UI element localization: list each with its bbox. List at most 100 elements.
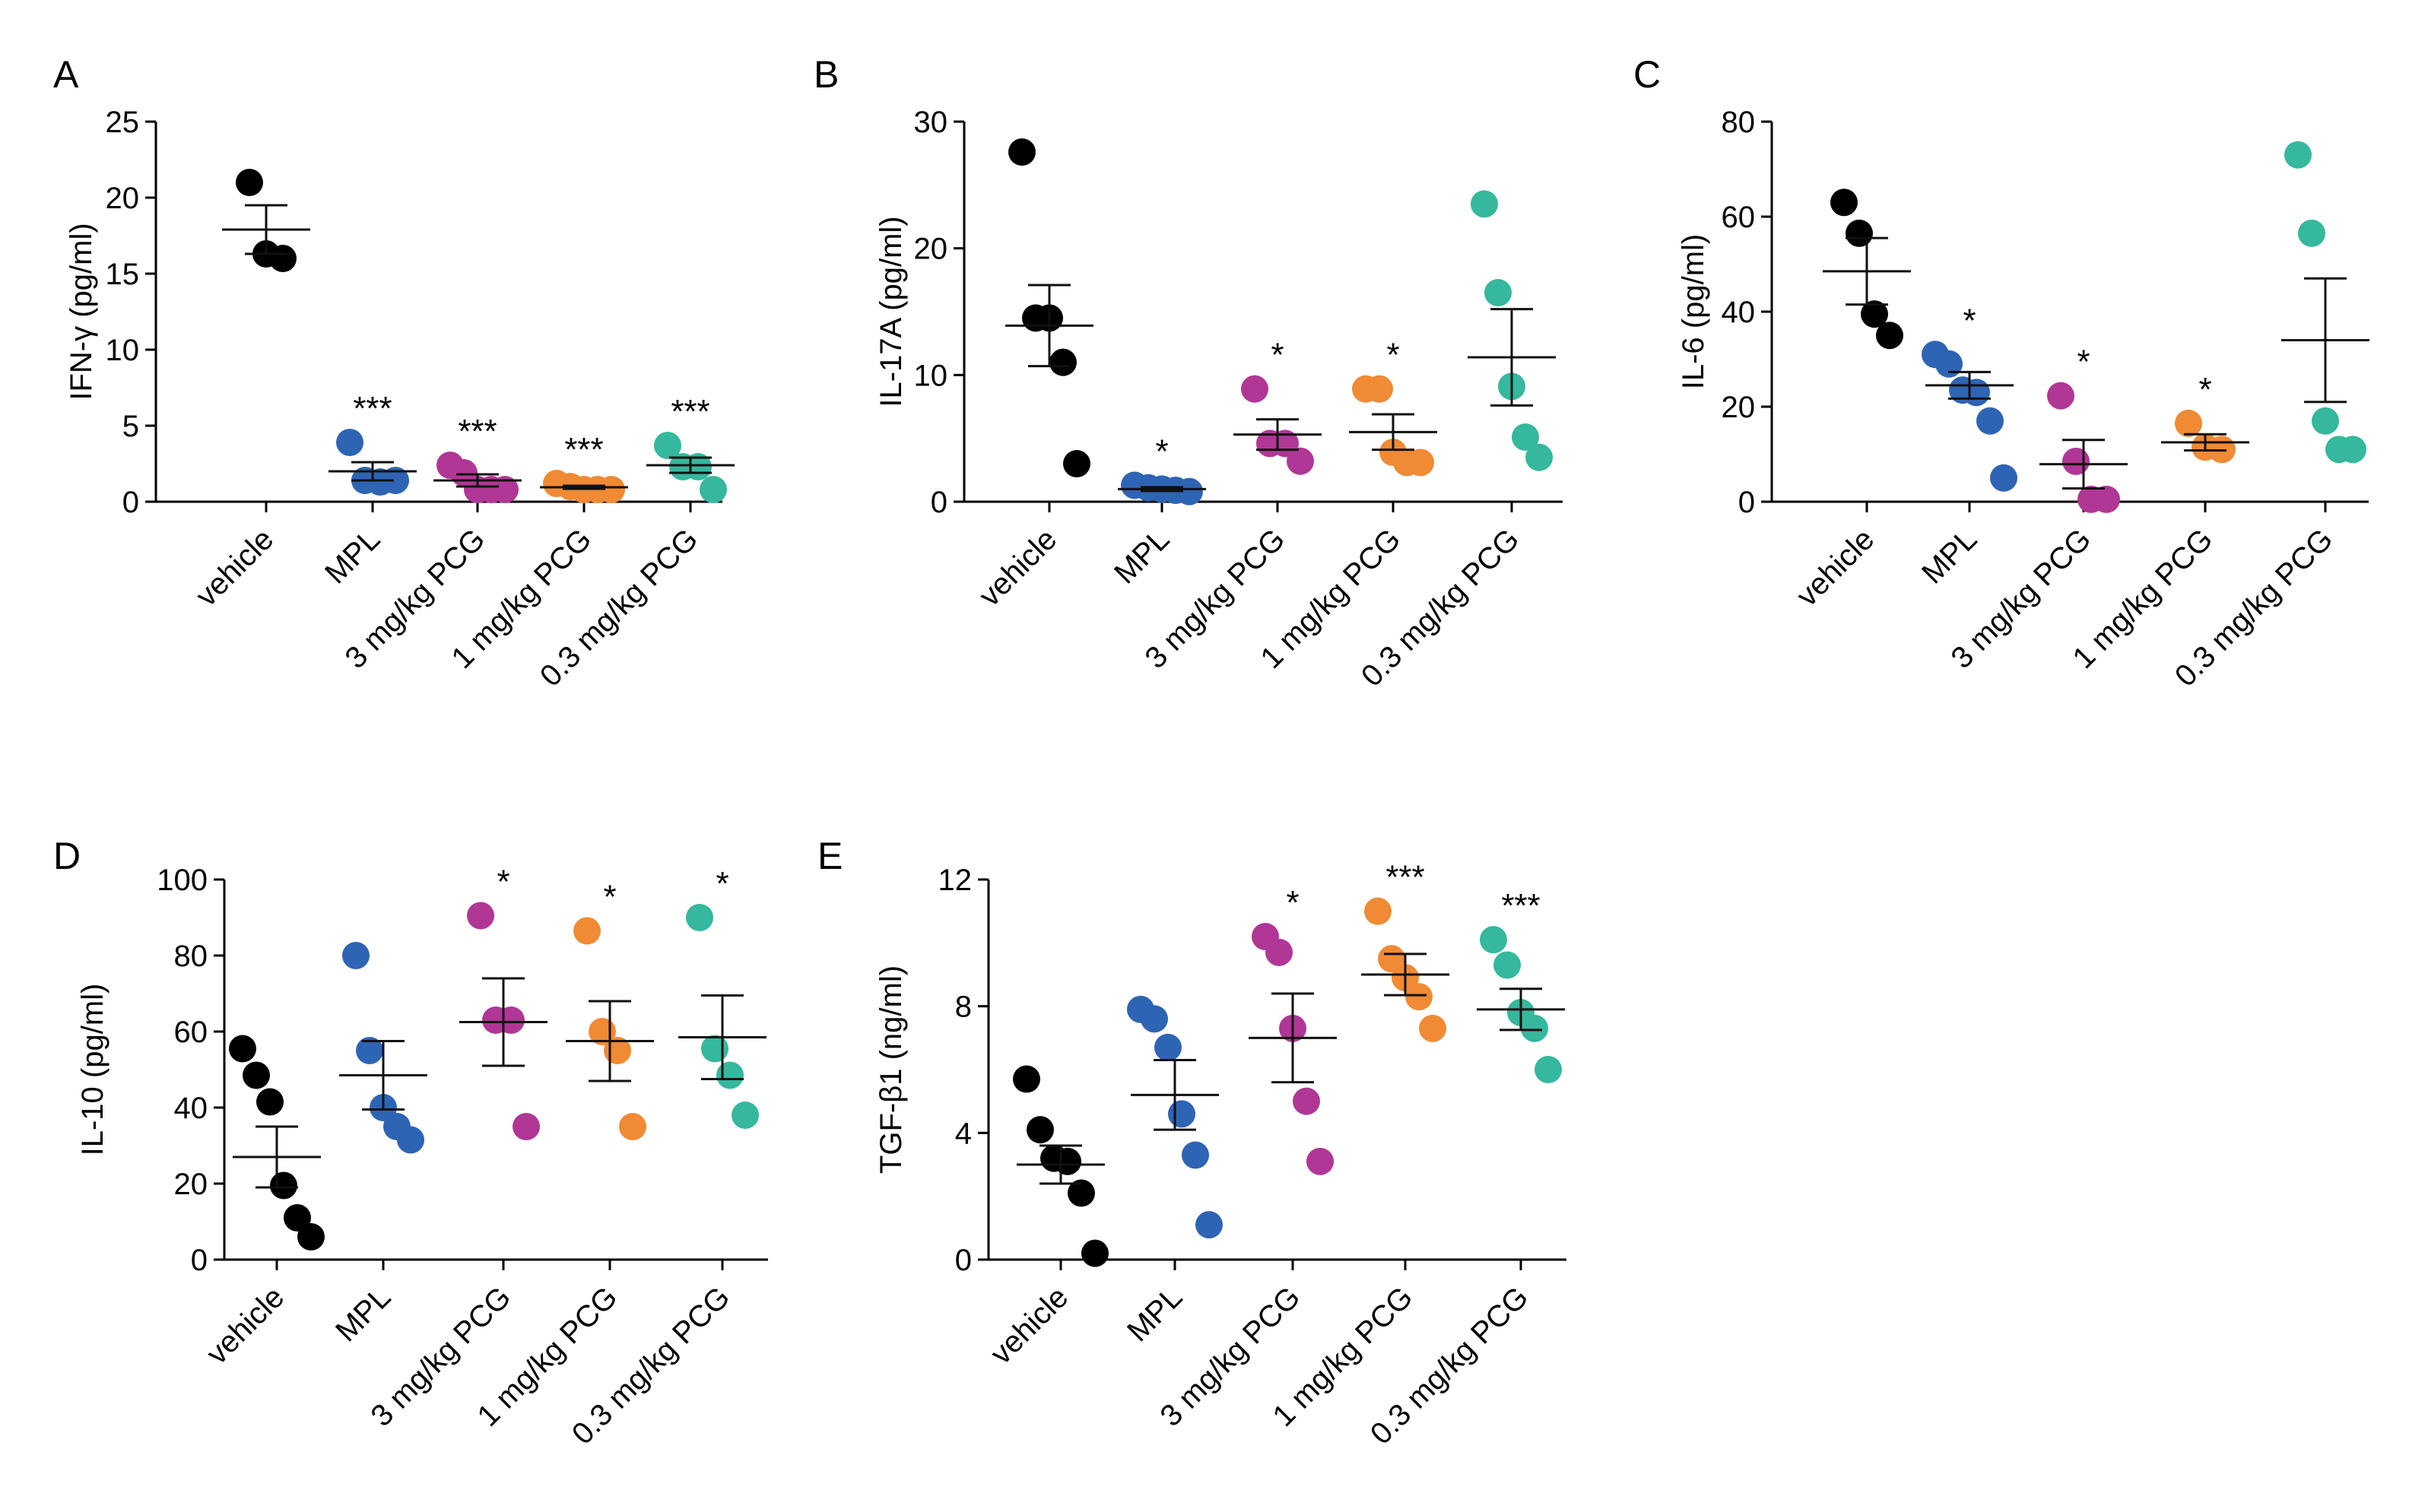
data-point bbox=[1063, 450, 1090, 477]
y-tick-label: 40 bbox=[174, 1092, 208, 1125]
data-point bbox=[2339, 436, 2366, 464]
data-point bbox=[2047, 382, 2074, 410]
data-point bbox=[1364, 897, 1392, 925]
x-tick-label: MPL bbox=[1121, 1280, 1189, 1348]
data-point bbox=[1471, 190, 1498, 218]
y-tick-label: 0 bbox=[122, 486, 139, 519]
panel-letter: B bbox=[814, 53, 839, 96]
y-tick-label: 10 bbox=[106, 334, 140, 367]
data-point bbox=[243, 1061, 270, 1089]
data-point bbox=[1049, 348, 1077, 376]
data-point bbox=[1963, 379, 1990, 407]
data-point bbox=[1976, 407, 2004, 435]
data-point bbox=[1407, 449, 1434, 477]
data-point bbox=[1182, 1141, 1209, 1169]
data-point bbox=[1861, 300, 1888, 328]
group-1: * bbox=[1922, 302, 2017, 492]
data-point bbox=[2062, 447, 2090, 475]
significance-label: * bbox=[497, 864, 509, 901]
data-point bbox=[1378, 945, 1405, 973]
y-tick-label: 4 bbox=[955, 1117, 972, 1150]
group-0 bbox=[1005, 138, 1093, 477]
group-0 bbox=[1013, 1065, 1109, 1267]
y-tick-label: 20 bbox=[174, 1168, 208, 1201]
y-tick-label: 20 bbox=[106, 182, 140, 215]
data-point bbox=[2284, 141, 2312, 169]
data-point bbox=[1525, 443, 1553, 471]
significance-label: *** bbox=[1385, 859, 1424, 896]
x-tick-label: MPL bbox=[329, 1280, 397, 1348]
data-point bbox=[1419, 1014, 1446, 1042]
data-point bbox=[2093, 485, 2120, 513]
y-tick-label: 12 bbox=[938, 864, 973, 897]
data-point bbox=[297, 1223, 325, 1250]
data-point bbox=[382, 467, 409, 494]
group-2: * bbox=[459, 864, 547, 1140]
x-tick-label: vehicle bbox=[984, 1280, 1074, 1371]
data-point bbox=[1141, 1005, 1168, 1033]
data-point bbox=[1830, 189, 1858, 217]
group-4: * bbox=[678, 865, 766, 1129]
significance-label: *** bbox=[458, 413, 497, 450]
data-point bbox=[619, 1113, 646, 1140]
data-point bbox=[1535, 1056, 1562, 1083]
data-point bbox=[491, 476, 519, 503]
group-2: *** bbox=[433, 413, 522, 503]
data-point bbox=[397, 1126, 424, 1154]
data-point bbox=[1493, 951, 1521, 979]
group-4: *** bbox=[1477, 887, 1565, 1083]
data-point bbox=[356, 1037, 383, 1064]
data-point bbox=[497, 1006, 525, 1034]
significance-label: * bbox=[2198, 371, 2211, 408]
y-tick-label: 20 bbox=[914, 233, 948, 266]
data-point bbox=[573, 917, 601, 945]
group-2: * bbox=[1233, 337, 1322, 475]
significance-label: * bbox=[2077, 344, 2090, 381]
data-point bbox=[654, 432, 681, 459]
significance-label: * bbox=[1963, 302, 1976, 339]
y-tick-label: 40 bbox=[1722, 296, 1756, 329]
y-axis-title: IL-6 (pg/ml) bbox=[1677, 234, 1710, 390]
data-point bbox=[1405, 983, 1433, 1011]
significance-label: *** bbox=[353, 390, 392, 427]
data-point bbox=[1990, 464, 2017, 492]
x-tick-label: vehicle bbox=[1790, 522, 1881, 613]
data-point bbox=[284, 1204, 311, 1231]
data-point bbox=[1293, 1087, 1320, 1115]
data-point bbox=[1876, 322, 1903, 350]
data-point bbox=[686, 904, 713, 931]
panel-letter: A bbox=[53, 53, 79, 96]
group-3: * bbox=[1349, 337, 1437, 477]
x-tick-label: MPL bbox=[1915, 522, 1983, 590]
y-tick-label: 30 bbox=[914, 106, 948, 139]
data-point bbox=[336, 429, 363, 456]
y-tick-label: 80 bbox=[174, 940, 208, 973]
y-tick-label: 0 bbox=[931, 486, 947, 519]
y-tick-label: 0 bbox=[191, 1244, 208, 1277]
data-point bbox=[716, 1061, 744, 1089]
group-4 bbox=[2281, 141, 2369, 464]
significance-label: * bbox=[1386, 337, 1399, 374]
y-axis-title: IL-17A (pg/ml) bbox=[874, 216, 908, 407]
data-point bbox=[236, 169, 263, 196]
y-tick-label: 10 bbox=[914, 359, 948, 392]
y-axis-title: TGF-β1 (ng/ml) bbox=[874, 965, 908, 1174]
significance-label: *** bbox=[564, 431, 603, 468]
group-0 bbox=[229, 1035, 325, 1250]
data-point bbox=[1054, 1147, 1081, 1175]
group-1 bbox=[1127, 995, 1223, 1239]
x-tick-label: vehicle bbox=[200, 1280, 290, 1371]
data-point bbox=[1265, 938, 1293, 966]
data-point bbox=[1068, 1179, 1095, 1207]
group-4 bbox=[1468, 190, 1556, 471]
data-point bbox=[1366, 375, 1393, 403]
group-1: * bbox=[1118, 433, 1206, 506]
data-point bbox=[1287, 447, 1314, 475]
data-point bbox=[2298, 219, 2325, 247]
group-4: *** bbox=[646, 393, 735, 503]
group-0 bbox=[222, 169, 310, 272]
panel-letter: D bbox=[53, 835, 81, 877]
